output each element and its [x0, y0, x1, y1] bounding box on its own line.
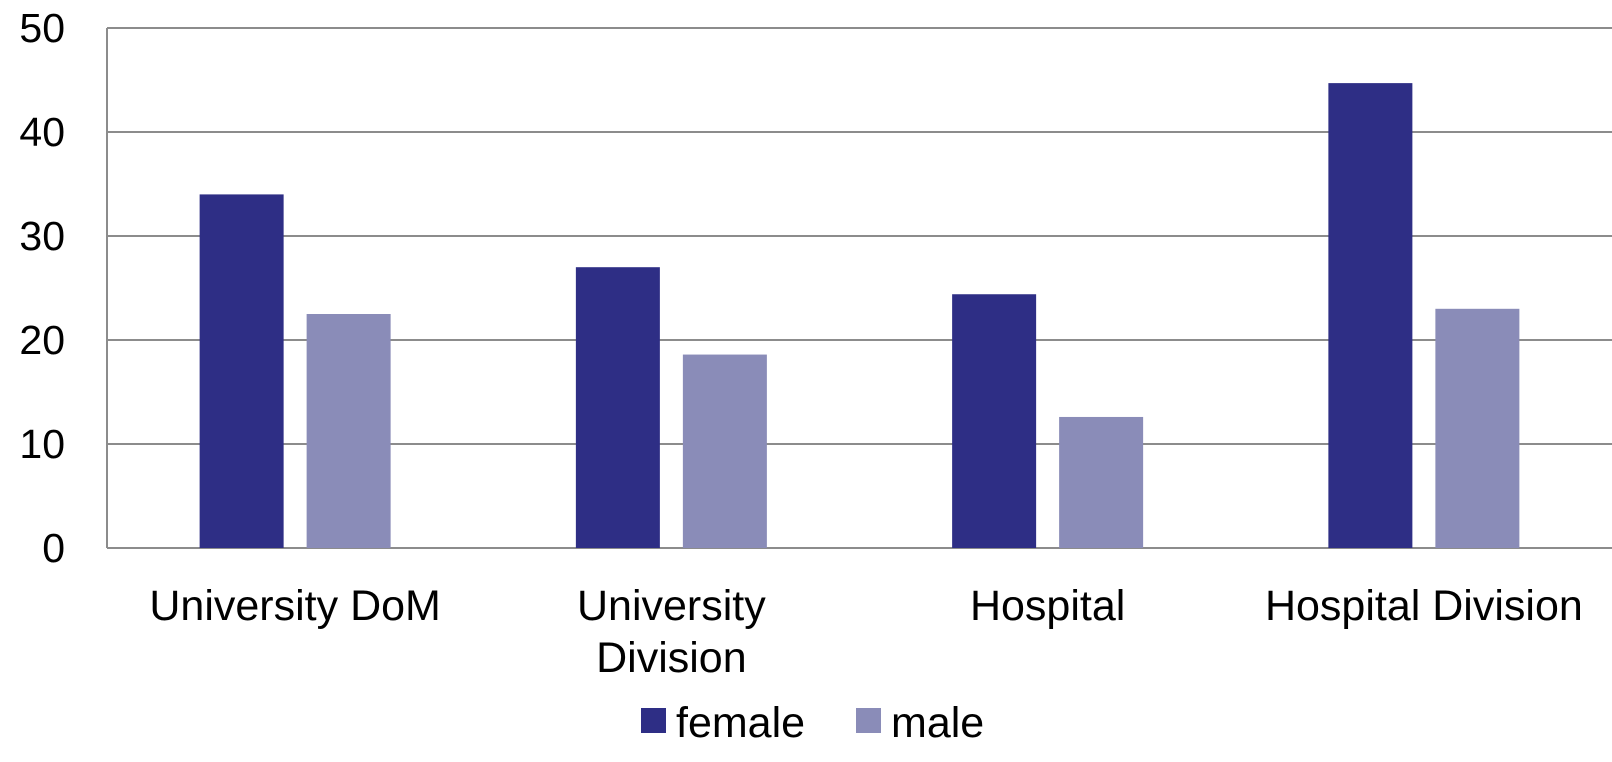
- legend-swatch-male: [856, 708, 881, 733]
- y-tick-label: 0: [42, 525, 65, 571]
- legend: female male: [641, 699, 984, 747]
- bar-male: [1435, 308, 1520, 548]
- bar-female: [952, 294, 1037, 548]
- x-category-label-line: University: [577, 582, 766, 630]
- legend-swatch-female: [641, 708, 666, 733]
- x-axis-category-labels: University DoM University Division Hospital…: [149, 582, 1582, 682]
- y-tick-label: 30: [19, 213, 65, 259]
- x-category-label: Hospital Division: [1265, 582, 1583, 630]
- y-axis-tick-labels: 0 10 20 30 40 50: [19, 5, 65, 571]
- x-category-label: University DoM: [149, 582, 441, 630]
- y-tick-label: 40: [19, 109, 65, 155]
- bar-male: [306, 314, 391, 548]
- legend-label-female: female: [676, 699, 805, 747]
- bar-female: [575, 267, 660, 548]
- bar-male: [1059, 416, 1144, 548]
- x-category-label: Hospital: [970, 582, 1125, 630]
- x-category-label-line: Division: [596, 634, 747, 682]
- bar-male: [682, 354, 767, 548]
- y-tick-label: 20: [19, 317, 65, 363]
- bar-female: [1328, 83, 1413, 549]
- x-category-label: University Division: [577, 582, 766, 682]
- y-tick-label: 50: [19, 5, 65, 51]
- y-tick-label: 10: [19, 421, 65, 467]
- bars: [199, 83, 1520, 549]
- x-category-label-line: University DoM: [149, 582, 441, 630]
- legend-label-male: male: [891, 699, 984, 747]
- bar-female: [199, 194, 284, 548]
- x-category-label-line: Hospital Division: [1265, 582, 1583, 630]
- x-category-label-line: Hospital: [970, 582, 1125, 630]
